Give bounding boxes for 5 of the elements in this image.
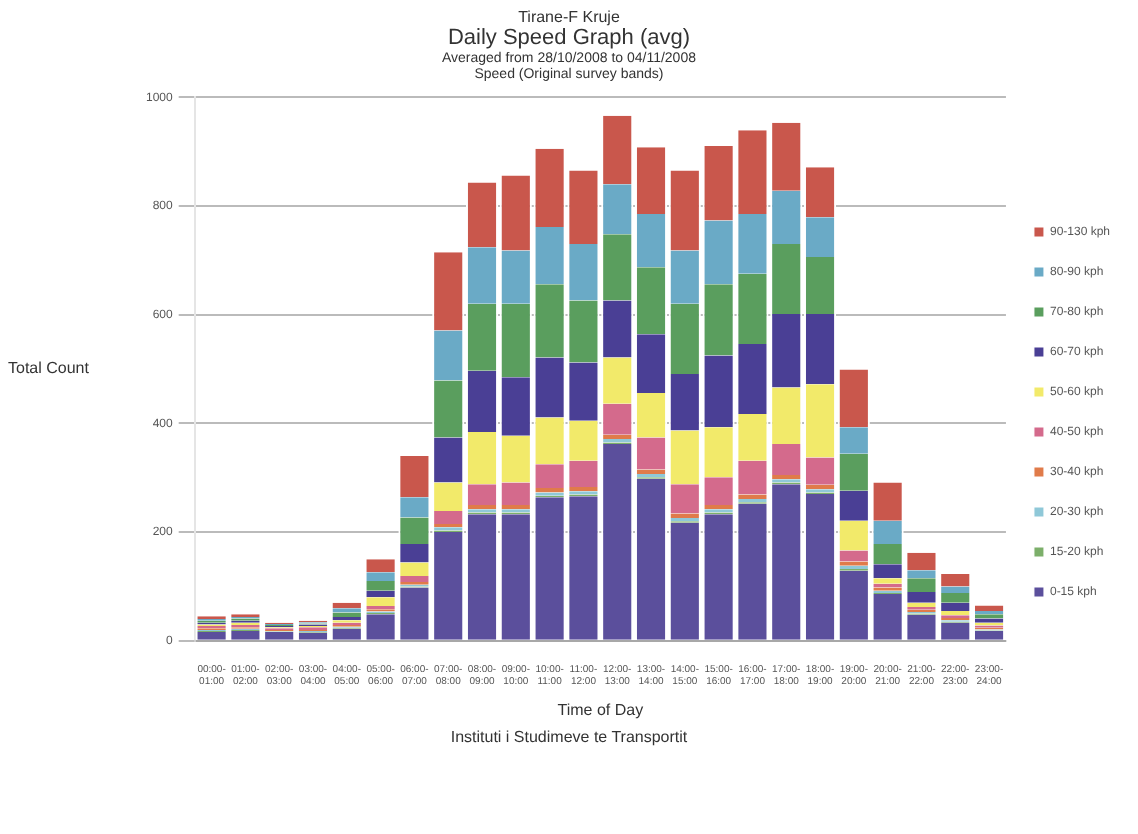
x-axis-title: Time of Day xyxy=(557,700,644,719)
y-axis-title: Total Count xyxy=(8,359,91,378)
text: Instituti i Studimeve te Transportit xyxy=(448,727,690,747)
text: Tirane-F Kruje xyxy=(516,8,622,27)
chart-title: Daily Speed Graph (avg) xyxy=(445,26,693,51)
